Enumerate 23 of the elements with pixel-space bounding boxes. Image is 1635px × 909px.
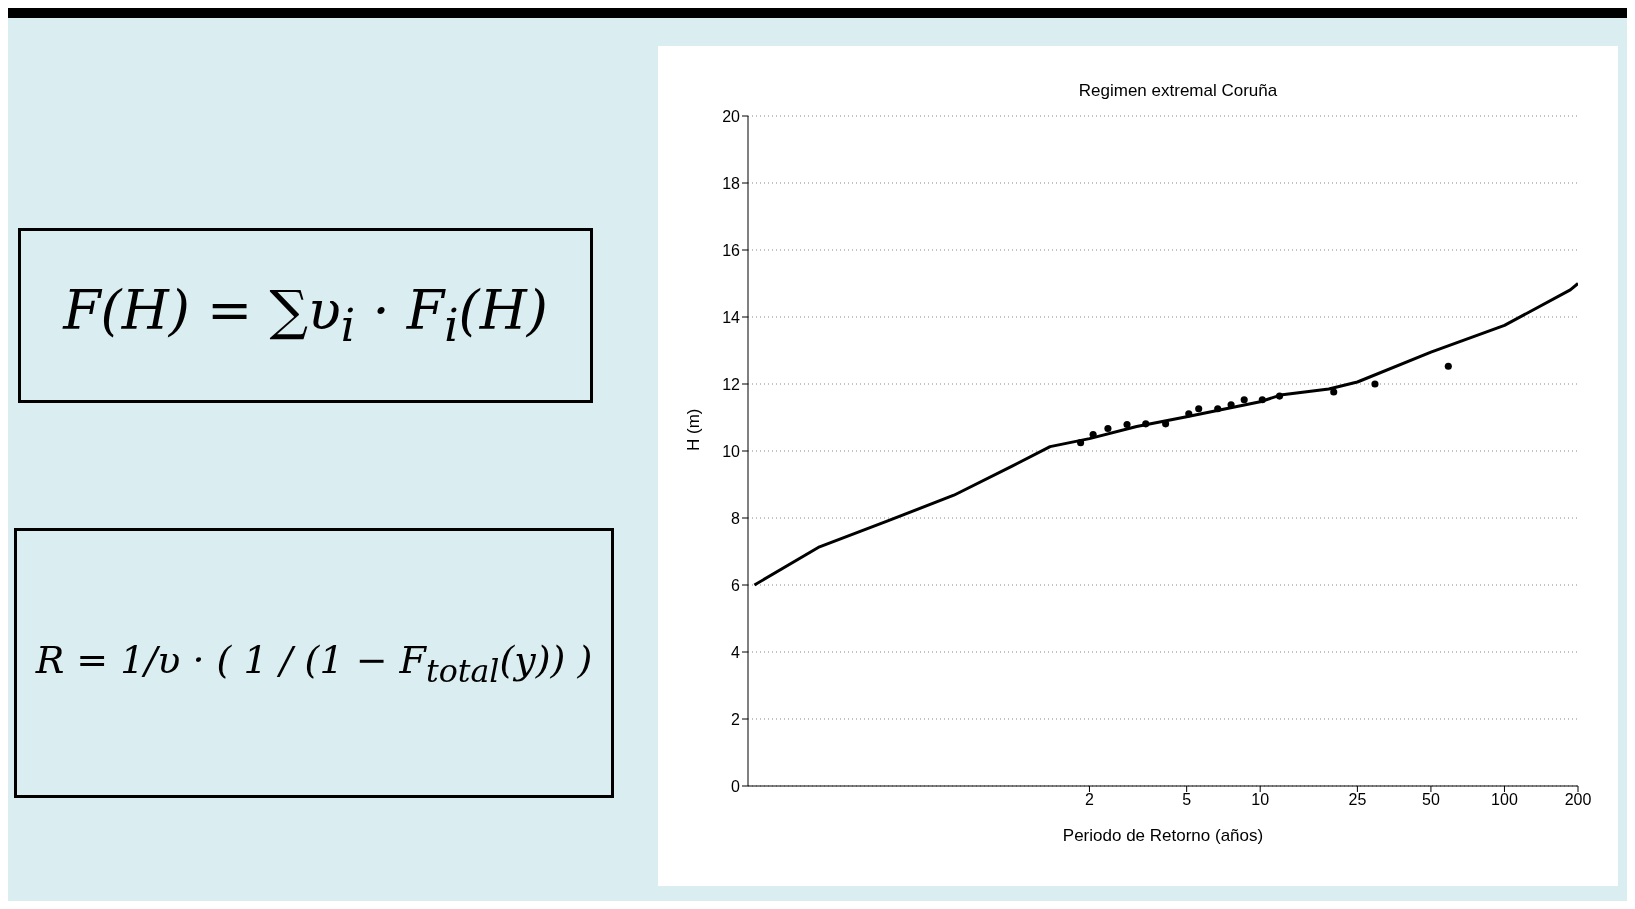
y-tick-label: 4 [731,643,741,661]
y-tick-label: 12 [722,375,741,393]
y-tick-label: 2 [731,710,741,728]
y-tick-label: 10 [722,442,741,460]
x-tick-label: 10 [1251,791,1270,809]
chart-title: Regimen extremal Coruña [1078,81,1278,100]
x-tick-label: 50 [1422,791,1440,809]
y-tick-label: 0 [731,777,741,795]
x-tick-label: 2 [1085,791,1095,809]
y-axis-title: H (m) [684,408,704,451]
y-tick-label: 20 [722,107,741,125]
y-tick-label: 8 [731,509,741,527]
x-tick-label: 5 [1182,791,1192,809]
y-tick-label: 6 [731,576,741,594]
x-tick-label: 100 [1491,791,1518,809]
y-tick-label: 14 [722,308,741,326]
x-tick-label: 25 [1348,791,1367,809]
y-tick-label: 18 [722,174,741,192]
x-axis-title: Periodo de Retorno (años) [1062,826,1264,845]
y-tick-label: 16 [722,241,741,259]
x-tick-label: 200 [1564,791,1592,809]
text: F(H) = ∑υ$_{i}$ · F$_{i}$(H) [63,279,548,352]
text: R = 1/υ · ( 1 / (1 − F$_{total}$(y)) ) [35,637,593,689]
